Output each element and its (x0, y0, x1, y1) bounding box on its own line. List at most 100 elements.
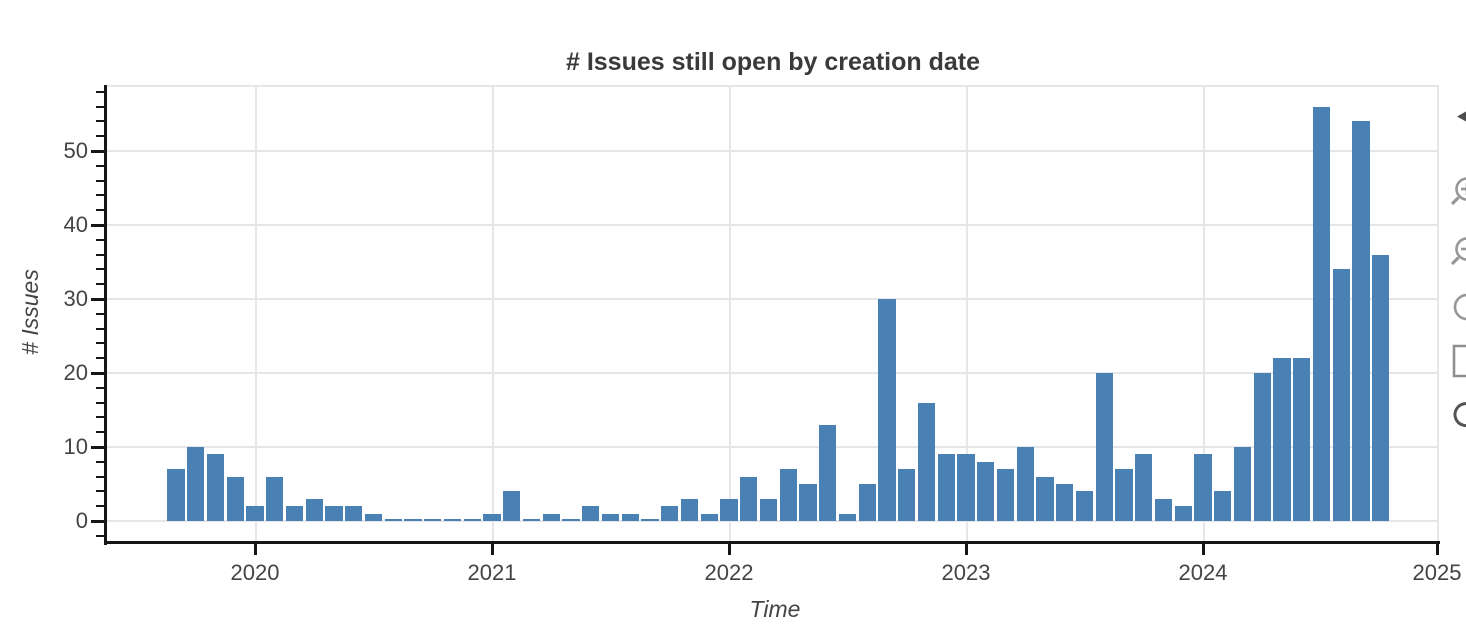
y-minor-tick (96, 238, 105, 241)
y-gridline (105, 446, 1439, 448)
x-gridline (255, 85, 257, 542)
x-axis-title: Time (749, 596, 801, 622)
y-minor-tick (96, 386, 105, 389)
bar (1372, 254, 1390, 521)
y-minor-tick (96, 327, 105, 330)
y-minor-tick (96, 312, 105, 315)
y-major-tick (91, 149, 105, 153)
x-major-tick (965, 542, 968, 555)
bar (364, 513, 383, 521)
y-minor-tick (96, 253, 105, 256)
bar (1075, 491, 1094, 521)
bar (740, 476, 758, 521)
bar (384, 518, 402, 521)
x-major-tick (1202, 542, 1205, 555)
bar (226, 476, 244, 521)
y-tick-label: 10 (63, 434, 88, 459)
bar (917, 402, 936, 521)
bar (325, 506, 343, 521)
bar (779, 469, 797, 521)
x-gridline (1203, 85, 1205, 542)
y-gridline (105, 520, 1439, 522)
bar (206, 454, 225, 521)
y-axis-spine (104, 85, 107, 545)
bar (1154, 498, 1173, 521)
y-gridline (105, 372, 1439, 374)
bar (1214, 491, 1232, 521)
x-tick-label: 2022 (704, 560, 754, 585)
bar (641, 518, 659, 521)
save-tool-button[interactable] (1448, 343, 1466, 378)
bar (443, 518, 462, 521)
bar (1135, 454, 1153, 521)
x-axis-spine (104, 541, 1440, 544)
bar (858, 484, 876, 521)
x-gridline (1437, 85, 1439, 542)
plot-area[interactable] (91, 85, 1440, 555)
y-minor-tick (96, 475, 105, 478)
y-minor-tick (96, 401, 105, 404)
bar (167, 469, 185, 521)
bar (601, 513, 620, 521)
bar (503, 491, 521, 521)
bar (621, 513, 639, 521)
y-minor-tick (96, 342, 105, 345)
bar (661, 506, 679, 521)
y-major-tick (91, 371, 105, 375)
bar (483, 513, 501, 521)
pan-tool-button[interactable] (1448, 102, 1466, 136)
y-minor-tick (96, 505, 105, 508)
y-minor-tick (96, 534, 105, 537)
bar (1115, 469, 1133, 521)
bar (266, 476, 284, 521)
bar (1095, 373, 1113, 521)
bar (819, 424, 837, 521)
hover-icon (1453, 293, 1466, 321)
bar (799, 484, 817, 521)
hover-tool-button[interactable] (1448, 291, 1466, 325)
x-gridline (492, 85, 494, 542)
bar (246, 506, 264, 521)
box-zoom-tool-button[interactable] (1448, 176, 1466, 210)
y-gridline (105, 224, 1439, 226)
bar (404, 518, 422, 521)
y-major-tick (91, 223, 105, 227)
bar (345, 506, 363, 521)
x-tick-label: 2023 (941, 560, 991, 585)
wheel-zoom-tool-button[interactable] (1448, 236, 1466, 270)
y-tick-label: 30 (63, 286, 88, 311)
wheel-zoom-icon (1450, 237, 1466, 266)
bar (1036, 476, 1054, 521)
y-minor-tick (96, 357, 105, 360)
bar (898, 469, 916, 521)
bar (305, 498, 323, 521)
y-minor-tick (96, 105, 105, 108)
x-major-tick (254, 542, 257, 555)
x-gridline (729, 85, 731, 542)
x-tick-label: 2024 (1178, 560, 1228, 585)
y-minor-tick (96, 135, 105, 138)
y-minor-tick (96, 179, 105, 182)
y-minor-tick (96, 194, 105, 197)
x-major-tick (1436, 542, 1439, 555)
y-minor-tick (96, 490, 105, 493)
bar (937, 454, 955, 521)
bar (1312, 106, 1331, 521)
y-tick-label: 0 (75, 508, 88, 533)
y-tick-label: 40 (63, 212, 88, 237)
bar (463, 518, 481, 521)
x-gridline (966, 85, 968, 542)
bar (1293, 358, 1311, 521)
y-tick-label: 50 (63, 138, 88, 163)
reset-tool-button[interactable] (1448, 399, 1466, 433)
y-major-tick (91, 445, 105, 449)
bar (996, 469, 1015, 521)
bar (1253, 373, 1271, 521)
plot-outline-top (105, 85, 1439, 87)
x-major-tick (491, 542, 494, 555)
y-minor-tick (96, 460, 105, 463)
box-zoom-icon (1450, 177, 1466, 206)
y-major-tick (91, 297, 105, 301)
bar (582, 506, 600, 521)
